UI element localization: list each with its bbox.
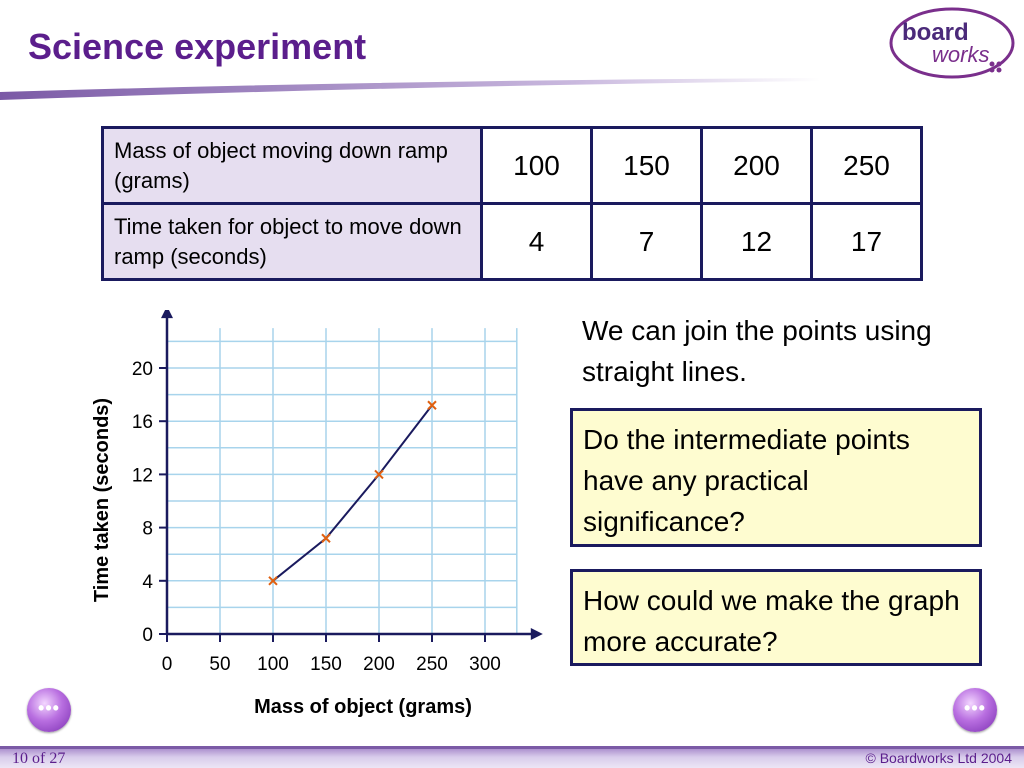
data-point-marker: [374, 469, 384, 480]
dots-icon: •••: [964, 698, 986, 718]
series-line: [272, 404, 433, 582]
x-axis-label: Mass of object (grams): [254, 696, 472, 718]
line-chart: 0 50 100 150 200 250 300 0 4 8 12 16 20 Mass of obje…: [91, 310, 543, 718]
data-table: Mass of object moving down ramp (grams) …: [101, 126, 923, 281]
logo-line1: board: [902, 19, 969, 46]
table-row: Mass of object moving down ramp (grams) …: [101, 126, 923, 205]
table-cell: 7: [590, 202, 703, 281]
y-axis-label: Time taken (seconds): [91, 398, 113, 602]
y-tick-label: 12: [132, 465, 153, 486]
row-label-mass: Mass of object moving down ramp (grams): [101, 126, 483, 205]
footer-bar: [0, 746, 1024, 768]
logo-line2: works: [932, 42, 989, 67]
question-text: How could we make the graph more accurat…: [583, 585, 960, 657]
chart-axes: [159, 310, 543, 642]
slide-counter: 10 of 27: [12, 750, 66, 767]
x-tick-label: 0: [162, 654, 173, 675]
chart-tick-labels: 0 50 100 150 200 250 300 0 4 8 12 16 20: [132, 359, 501, 675]
join-points-note: We can join the points using straight li…: [582, 315, 932, 387]
y-tick-label: 8: [142, 519, 153, 540]
data-point-marker: [427, 400, 437, 410]
question-box-intermediate: Do the intermediate points have any prac…: [570, 408, 982, 547]
table-cell: 17: [810, 202, 923, 281]
boardworks-logo: board works: [888, 6, 1016, 80]
data-point-marker: [321, 533, 331, 543]
previous-slide-button[interactable]: •••: [27, 688, 71, 732]
x-tick-label: 50: [209, 654, 230, 675]
x-tick-label: 100: [257, 654, 289, 675]
table-cell: 12: [700, 202, 813, 281]
table-cell: 4: [480, 202, 593, 281]
chart-series: [268, 400, 437, 586]
x-tick-label: 150: [310, 654, 342, 675]
copyright-text: © Boardworks Ltd 2004: [865, 750, 1012, 766]
data-point-marker: [268, 576, 278, 586]
y-tick-label: 0: [142, 625, 153, 646]
table-cell: 150: [590, 126, 703, 205]
x-tick-label: 250: [416, 654, 448, 675]
table-cell: 250: [810, 126, 923, 205]
y-tick-label: 4: [142, 572, 153, 593]
question-text: Do the intermediate points have any prac…: [583, 424, 910, 537]
next-slide-button[interactable]: •••: [953, 688, 997, 732]
x-axis-arrow: [530, 628, 543, 640]
table-cell: 200: [700, 126, 813, 205]
question-box-accuracy: How could we make the graph more accurat…: [570, 569, 982, 666]
row-label-time: Time taken for object to move down ramp …: [101, 202, 483, 281]
y-axis-arrow: [161, 310, 173, 319]
table-cell: 100: [480, 126, 593, 205]
page-title: Science experiment: [28, 26, 367, 67]
y-tick-label: 20: [132, 359, 153, 380]
dots-icon: •••: [38, 698, 60, 718]
x-tick-label: 200: [363, 654, 395, 675]
table-row: Time taken for object to move down ramp …: [101, 202, 923, 281]
x-tick-label: 300: [469, 654, 501, 675]
title-underline: [0, 78, 820, 100]
y-tick-label: 16: [132, 412, 153, 433]
chart-grid: [167, 328, 518, 634]
